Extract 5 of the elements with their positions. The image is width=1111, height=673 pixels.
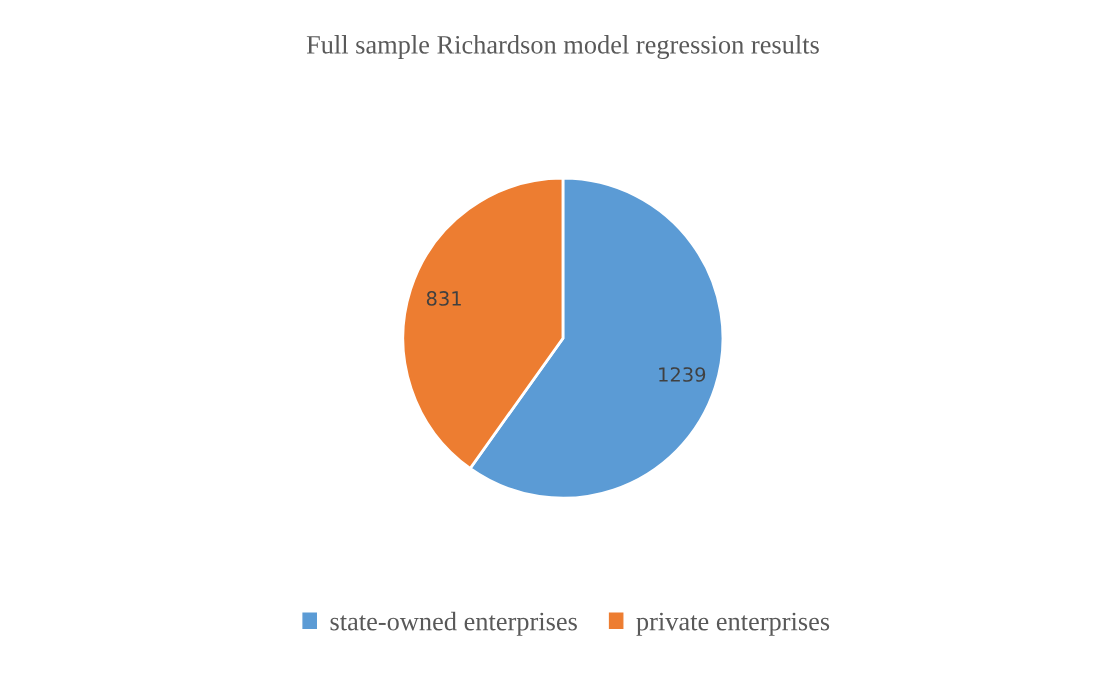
- legend-label: state-owned enterprises: [330, 611, 577, 636]
- data-label: 1239: [659, 367, 706, 382]
- data-label: 831: [426, 291, 461, 306]
- chart-title: Full sample Richardson model regression results: [306, 35, 819, 60]
- legend-label: private enterprises: [636, 612, 830, 636]
